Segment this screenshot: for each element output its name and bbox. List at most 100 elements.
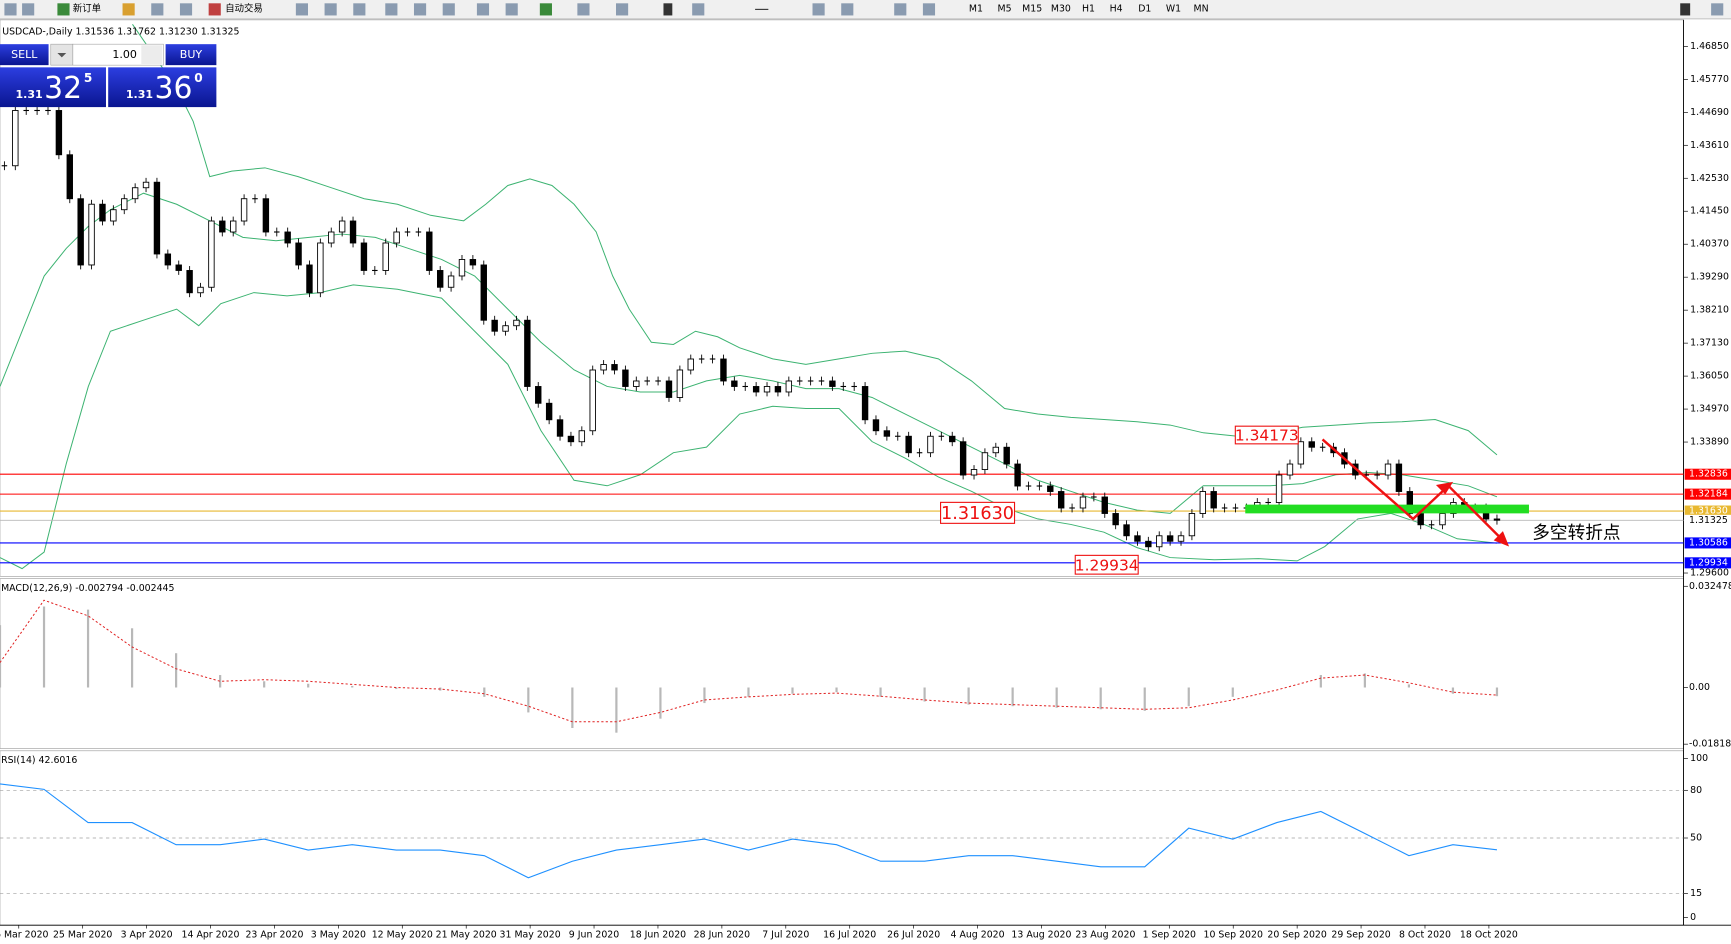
arrow-path [1321,438,1505,542]
icon[interactable] [577,3,590,16]
candle-body [328,231,335,244]
candle-body [535,386,542,404]
candle-body [219,220,226,233]
timeframe-button[interactable]: H1 [1082,3,1095,14]
bid-box[interactable] [0,67,106,108]
icon[interactable] [476,3,490,16]
icon[interactable] [616,3,629,16]
icon[interactable] [4,3,17,16]
date-label: 31 May 2020 [500,930,561,941]
icon[interactable] [539,3,552,16]
buy-label: BUY [180,48,203,61]
sell-label: SELL [11,48,38,61]
date-label: 13 Aug 2020 [1011,930,1071,941]
timeframe-button[interactable]: W1 [1166,3,1181,14]
lot-spinner[interactable] [141,45,163,65]
icon[interactable] [442,3,455,16]
candle-body [981,452,989,470]
annotation-label: 1.29934 [1075,556,1139,574]
candle-body [1188,513,1196,537]
candle-body [447,275,455,288]
candle-body [883,430,891,437]
candle-body [1112,513,1119,526]
candle-body [436,270,444,288]
icon[interactable] [179,3,193,16]
auto-trading-button[interactable]: 自动交易 [225,2,263,14]
icon[interactable] [385,3,398,16]
icon[interactable] [841,3,854,16]
candle-body [600,364,607,371]
icon[interactable] [505,3,518,16]
date-label: 10 Sep 2020 [1204,930,1263,941]
date-label: 18 Jun 2020 [630,930,686,941]
date-label: 20 Sep 2020 [1267,930,1326,941]
trend-arrows [1321,438,1510,547]
level-label-bg [1684,488,1731,500]
timeframe-button[interactable]: M5 [998,3,1012,14]
timeframe-button[interactable]: MN [1194,3,1209,14]
icon[interactable] [22,3,35,16]
icon[interactable] [1711,3,1724,16]
candle-body [1014,463,1021,487]
date-label: 7 Jul 2020 [762,930,809,941]
rsi-title: RSI(14) 42.6016 [1,755,77,766]
date-label: 14 Apr 2020 [182,930,240,941]
candle-body [1210,491,1217,509]
icon[interactable] [663,3,673,16]
timeframe-button[interactable]: M30 [1051,3,1071,14]
icon[interactable] [692,3,705,16]
sell-button[interactable] [0,44,49,66]
icon[interactable] [413,3,427,16]
candle-body [480,264,487,321]
candle-body [752,386,760,393]
rsi-tick-label: 15 [1690,888,1702,899]
icon[interactable] [755,8,769,10]
macd-tick-label: -0.018182 [1689,739,1731,750]
trade-panel: SELL 1.00 BUY 1.31 32 5 1.31 36 0 [0,43,217,108]
candle-body [763,386,771,393]
icon[interactable] [295,3,309,16]
candle-body [1275,474,1283,503]
candle-body [393,231,400,244]
price-tick-label: 1.39290 [1690,272,1729,283]
candle-body [622,369,629,387]
bb-lower [0,284,1498,570]
candle-body [349,220,357,244]
lot-input[interactable] [72,43,164,66]
rsi: 100 80 50 15 0 [0,753,1708,923]
date-label: 28 Jun 2020 [694,930,750,941]
price-tick-label: 1.37130 [1690,338,1729,349]
timeframe-button[interactable]: M15 [1022,3,1042,14]
price-tick-label: 1.38210 [1690,305,1729,316]
icon[interactable] [1680,3,1691,16]
candle-body [1395,463,1403,492]
price-tick-label: 1.33890 [1690,437,1729,448]
date-label: 8 Oct 2020 [1399,930,1451,941]
icon[interactable] [122,3,135,16]
timeframe-button[interactable]: H4 [1110,3,1123,14]
icon[interactable] [922,3,936,16]
date-label: 29 Sep 2020 [1331,930,1390,941]
candle-body [1177,535,1185,542]
date-label: 23 Aug 2020 [1075,930,1135,941]
icon[interactable] [894,3,907,16]
buy-button[interactable] [165,44,217,66]
icon[interactable] [812,3,825,16]
icon[interactable] [208,3,221,16]
icon[interactable] [57,3,70,16]
timeframe-button[interactable]: D1 [1138,3,1151,14]
new-order-button[interactable]: 新订单 [73,2,101,14]
icon[interactable] [151,3,164,16]
candle-body [785,380,793,393]
icon[interactable] [353,3,366,16]
ask-box[interactable] [108,67,217,108]
lot-value: 1.00 [112,48,137,61]
timeframe-bar: M1 M5 M15 M30 H1 H4 D1 W1 MN [969,3,1209,14]
annotation-label: 1.31630 [941,504,1014,524]
candle-body [731,380,738,387]
price-axis: 1.46850 1.45770 1.44690 1.43610 1.42530 1.414… [1683,41,1731,579]
candle-body [175,264,182,271]
timeframe-button[interactable]: M1 [969,3,983,14]
icon[interactable] [324,3,337,16]
